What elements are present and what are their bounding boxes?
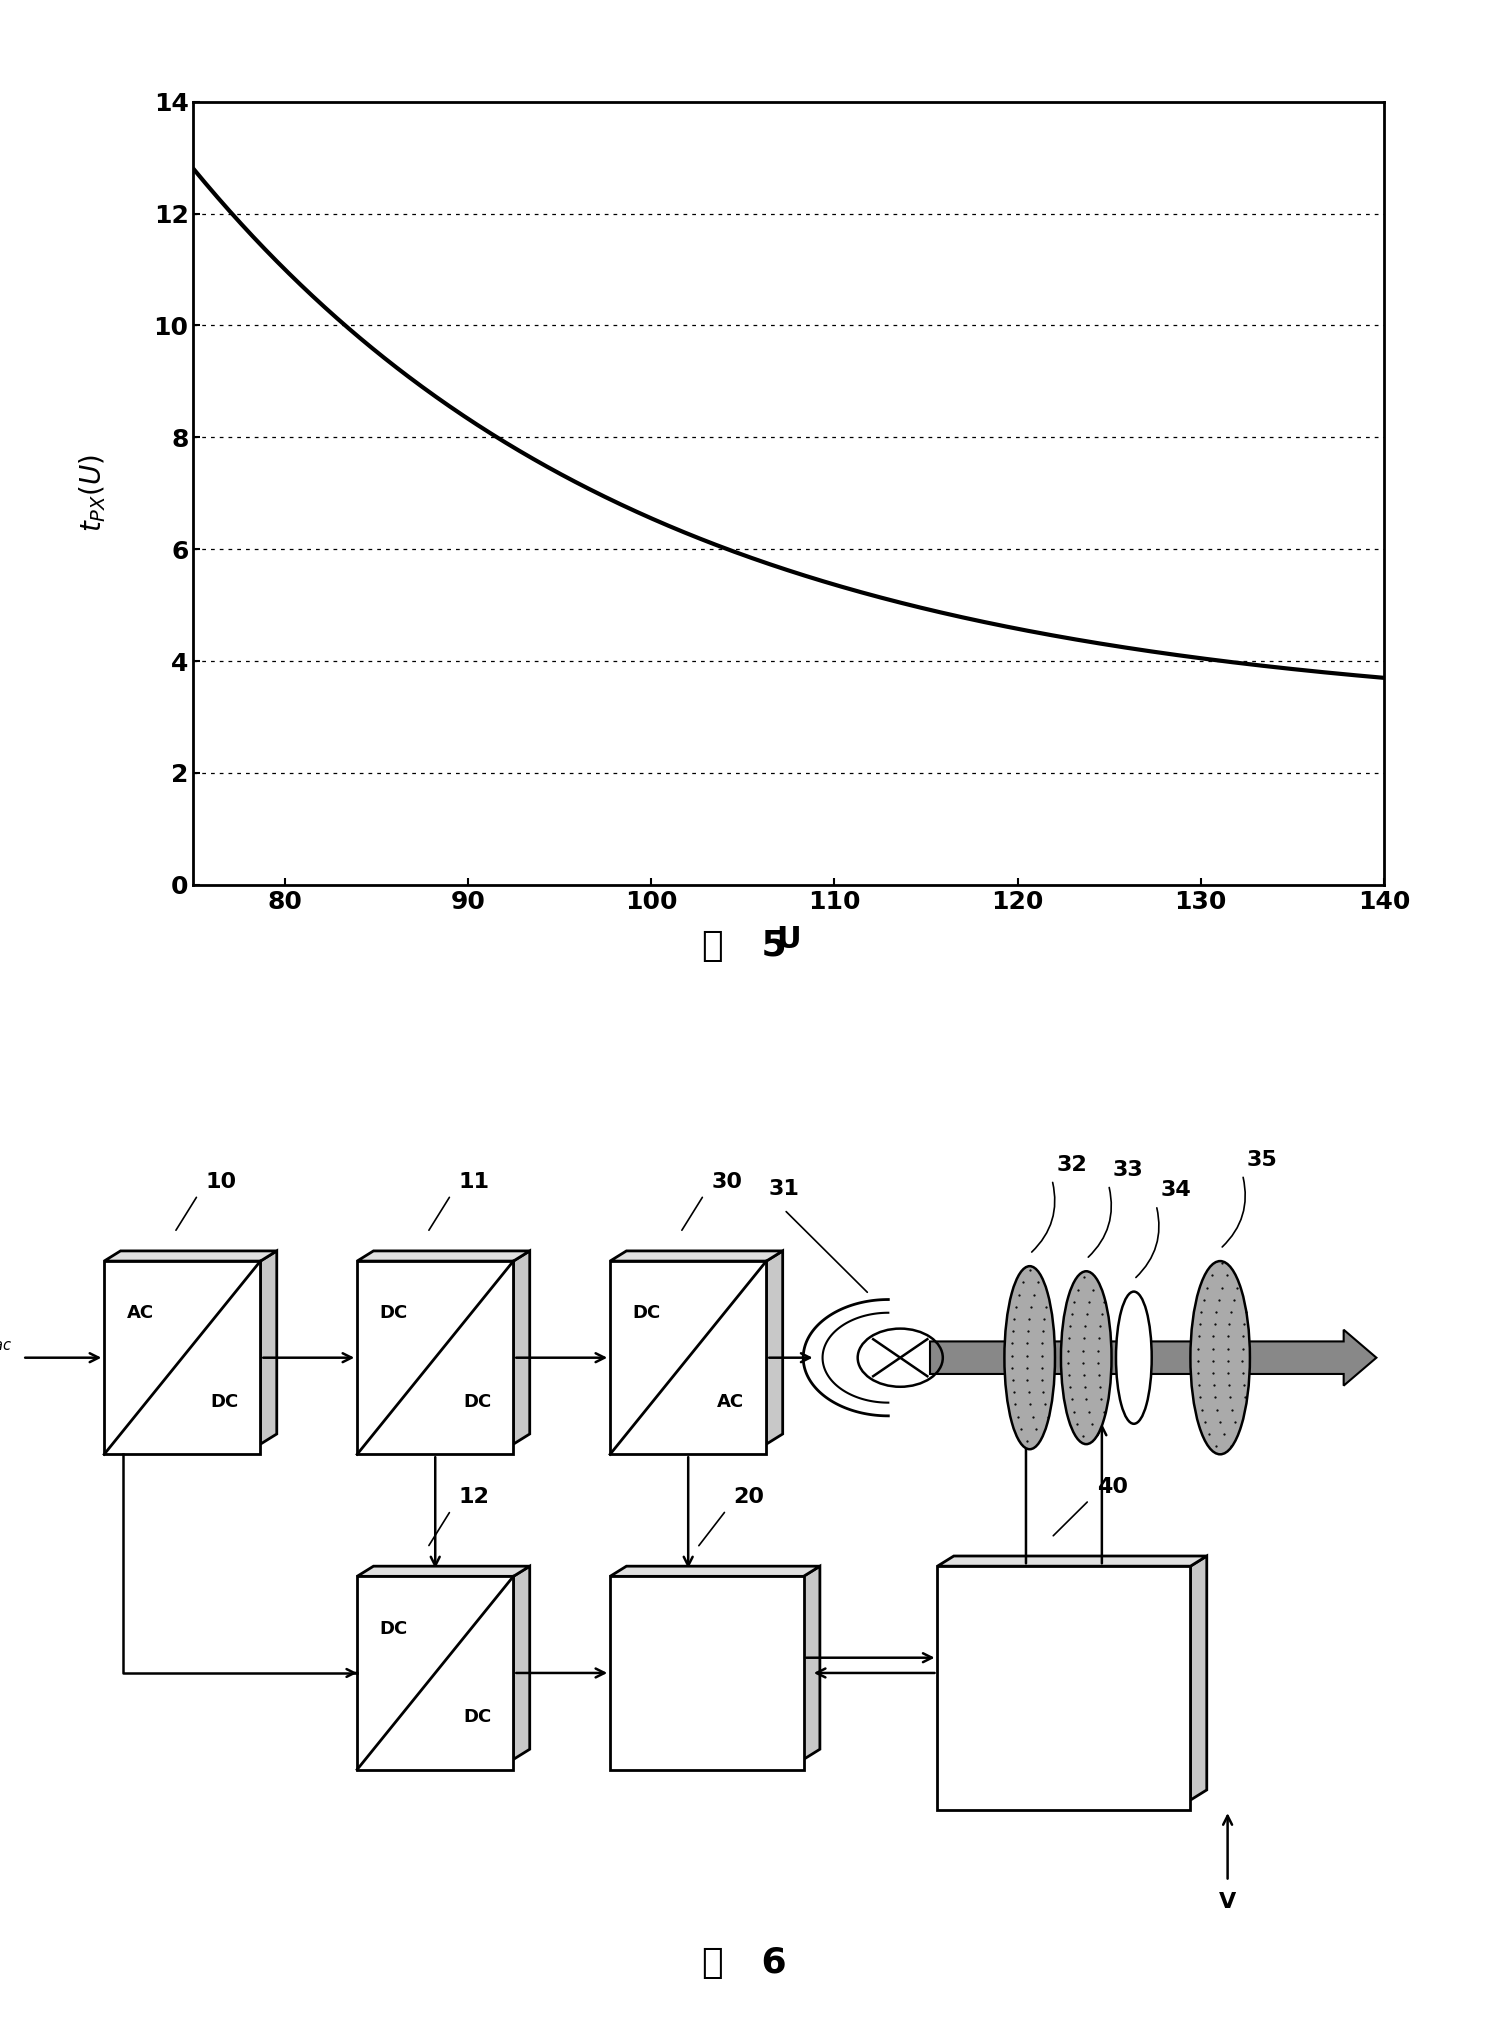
Polygon shape: [804, 1566, 820, 1759]
Text: $t_{PX}(U)$: $t_{PX}(U)$: [77, 454, 107, 533]
Text: 图   5: 图 5: [702, 930, 786, 962]
FancyArrow shape: [930, 1330, 1376, 1385]
Text: DC: DC: [210, 1393, 238, 1412]
Polygon shape: [610, 1251, 783, 1261]
Polygon shape: [937, 1556, 1207, 1566]
Polygon shape: [513, 1566, 530, 1759]
Polygon shape: [1190, 1556, 1207, 1800]
Text: 10: 10: [205, 1172, 237, 1192]
Bar: [610, 1576, 804, 1770]
Text: DC: DC: [463, 1709, 491, 1727]
Text: 40: 40: [1097, 1477, 1128, 1497]
Polygon shape: [610, 1566, 820, 1576]
Ellipse shape: [1061, 1271, 1112, 1444]
Polygon shape: [104, 1251, 277, 1261]
Text: 35: 35: [1247, 1149, 1278, 1170]
Text: 30: 30: [711, 1172, 743, 1192]
Text: AC: AC: [126, 1304, 153, 1322]
Bar: [357, 1261, 513, 1454]
Ellipse shape: [1116, 1292, 1152, 1424]
Text: V: V: [1219, 1892, 1237, 1912]
Text: 32: 32: [1056, 1155, 1088, 1174]
Polygon shape: [260, 1251, 277, 1444]
Bar: [937, 1566, 1190, 1810]
Polygon shape: [357, 1566, 530, 1576]
Text: 图   6: 图 6: [702, 1947, 786, 1979]
X-axis label: U: U: [777, 925, 801, 954]
Text: DC: DC: [463, 1393, 491, 1412]
Text: DC: DC: [379, 1304, 408, 1322]
Ellipse shape: [1190, 1261, 1250, 1454]
Text: 33: 33: [1113, 1159, 1144, 1180]
Text: 11: 11: [458, 1172, 490, 1192]
Polygon shape: [513, 1251, 530, 1444]
Polygon shape: [766, 1251, 783, 1444]
Bar: [357, 1576, 513, 1770]
Text: AC: AC: [717, 1393, 744, 1412]
Bar: [610, 1261, 766, 1454]
Text: $U_{ac}$: $U_{ac}$: [0, 1328, 12, 1353]
Text: DC: DC: [379, 1619, 408, 1637]
Text: 34: 34: [1161, 1180, 1192, 1200]
Text: DC: DC: [632, 1304, 661, 1322]
Text: 20: 20: [734, 1487, 765, 1507]
Text: 31: 31: [769, 1180, 799, 1198]
Bar: [104, 1261, 260, 1454]
Text: 12: 12: [458, 1487, 490, 1507]
Ellipse shape: [1004, 1265, 1055, 1448]
Polygon shape: [357, 1251, 530, 1261]
